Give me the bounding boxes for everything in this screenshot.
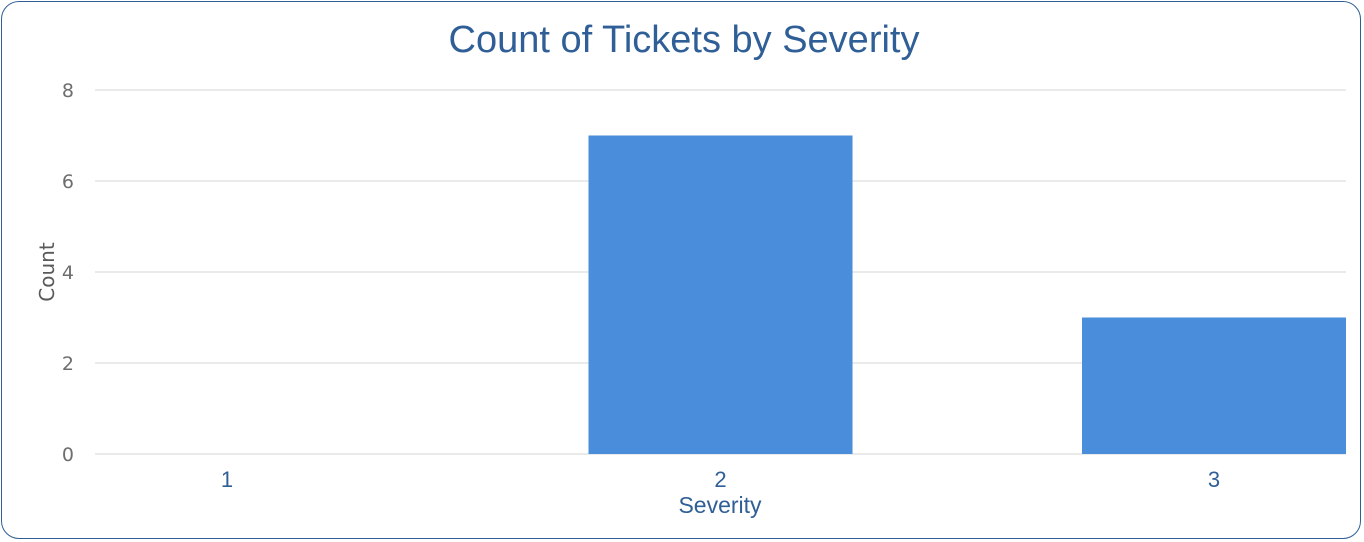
x-axis-ticks: 1 2 3: [221, 467, 1220, 492]
bars: [588, 135, 1346, 454]
y-tick-label: 2: [62, 353, 74, 375]
chart-title: Count of Tickets by Severity: [449, 19, 920, 61]
x-tick-label: 2: [714, 467, 726, 492]
x-tick-label: 1: [221, 467, 233, 492]
x-tick-label: 3: [1208, 467, 1220, 492]
x-axis-label: Severity: [678, 492, 762, 518]
y-axis-label: Count: [35, 242, 59, 302]
y-tick-label: 0: [62, 444, 74, 466]
bar-severity-3: [1082, 317, 1346, 454]
y-tick-label: 8: [62, 80, 74, 102]
y-axis-ticks: 0 2 4 6 8: [62, 80, 74, 466]
y-tick-label: 6: [62, 171, 74, 193]
bar-severity-2: [588, 135, 853, 454]
y-tick-label: 4: [62, 262, 74, 284]
